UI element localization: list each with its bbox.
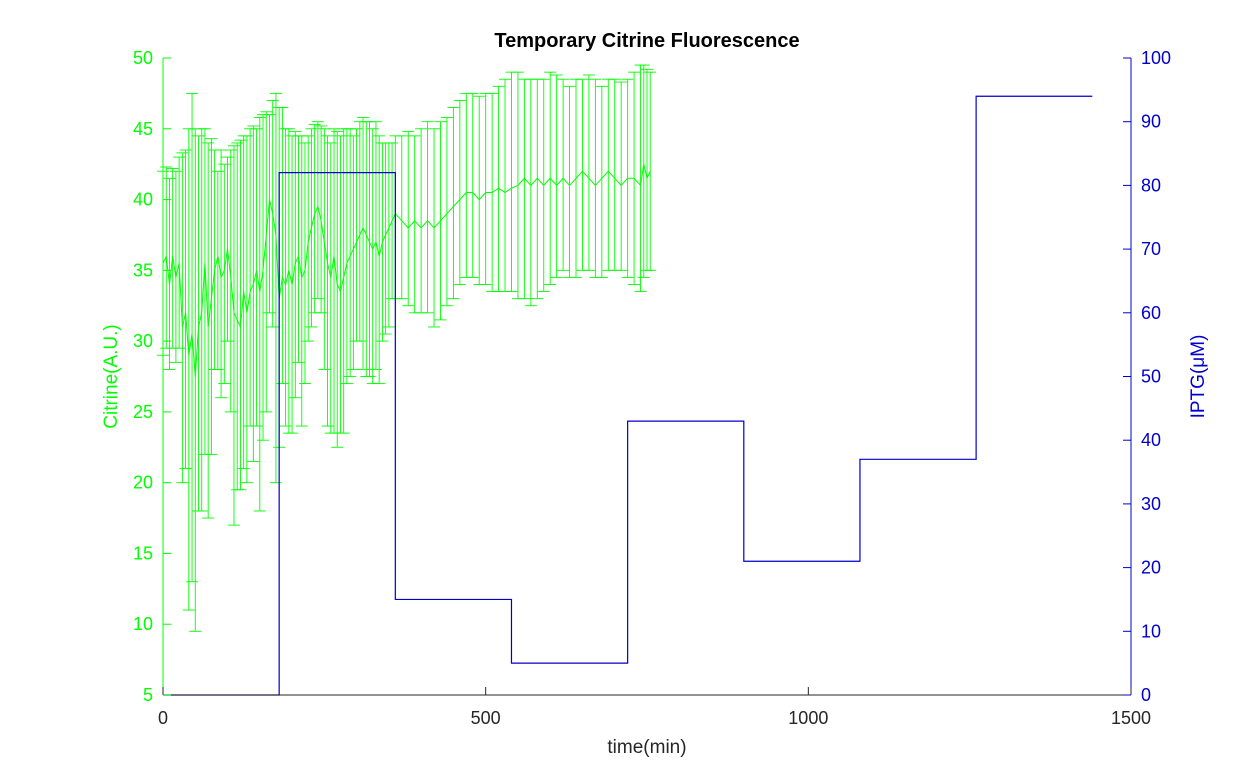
- y-right-tick-label: 80: [1141, 175, 1161, 195]
- y-right-tick-label: 50: [1141, 367, 1161, 387]
- x-tick-label: 0: [158, 708, 168, 728]
- y-left-tick-label: 45: [133, 119, 153, 139]
- chart-title: Temporary Citrine Fluorescence: [494, 30, 799, 52]
- y-left-tick-label: 15: [133, 543, 153, 563]
- y-right-tick-label: 70: [1141, 239, 1161, 259]
- y-left-tick-label: 25: [133, 402, 153, 422]
- x-tick-label: 500: [471, 708, 501, 728]
- y-left-tick-label: 20: [133, 473, 153, 493]
- x-tick-label: 1000: [788, 708, 828, 728]
- y-right-tick-label: 100: [1141, 48, 1171, 68]
- y-right-tick-label: 0: [1141, 685, 1151, 705]
- y-right-tick-label: 60: [1141, 303, 1161, 323]
- y-right-tick-label: 90: [1141, 112, 1161, 132]
- y-left-tick-label: 50: [133, 48, 153, 68]
- y-right-axis-label: IPTG(μM): [1188, 335, 1209, 419]
- y-left-axis-label: Citrine(A.U.): [101, 324, 122, 429]
- y-right-tick-label: 20: [1141, 558, 1161, 578]
- plot-area: 0 500 1000 15005101520253035404550010203040…: [133, 48, 1171, 728]
- y-left-tick-label: 30: [133, 331, 153, 351]
- x-axis-label: time(min): [607, 737, 686, 758]
- x-tick-label: 1500: [1111, 708, 1151, 728]
- y-left-tick-label: 40: [133, 190, 153, 210]
- y-left-tick-label: 35: [133, 260, 153, 280]
- y-right-tick-label: 30: [1141, 494, 1161, 514]
- y-right-tick-label: 10: [1141, 621, 1161, 641]
- citrine-mean-line: [162, 164, 651, 377]
- y-left-tick-label: 5: [143, 685, 153, 705]
- iptg-step-line: [163, 95, 1093, 696]
- y-left-tick-label: 10: [133, 614, 153, 634]
- citrine-errorbars: [157, 64, 657, 632]
- y-right-tick-label: 40: [1141, 430, 1161, 450]
